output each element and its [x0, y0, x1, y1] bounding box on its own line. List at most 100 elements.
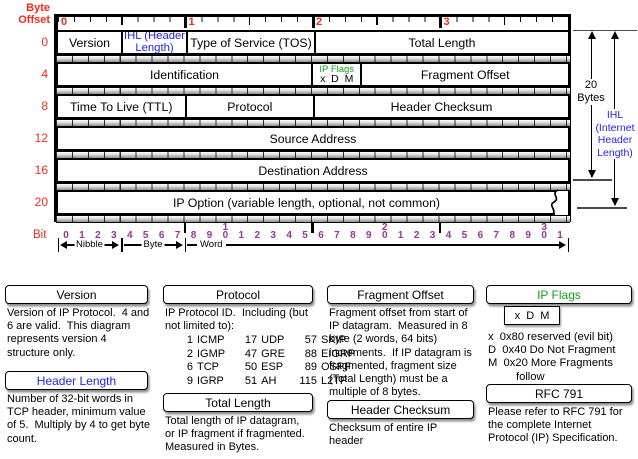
variable-length-squiggle: [550, 188, 559, 217]
offset-label-16: 16: [34, 163, 48, 177]
ip-flags-bits-box: x D M: [504, 306, 560, 325]
bit-number: 1: [238, 229, 245, 241]
bit-number: 7: [174, 229, 181, 241]
bottom-byte-tick: [311, 222, 314, 233]
top-ruler-line: [54, 14, 571, 17]
note-title-protocol: Protocol: [163, 285, 313, 304]
protocol-id-entry: 17 UDP: [244, 334, 285, 346]
bit-number: 2: [413, 229, 420, 241]
bit-number: 7: [493, 229, 500, 241]
bit-number: 1: [557, 229, 563, 241]
dimension-line: [187, 244, 561, 246]
bit-number: 3: [111, 229, 117, 241]
nibble-tick: [248, 17, 250, 25]
protocol-id-entry: 115 L2TP: [299, 374, 348, 387]
header-row-4: Identification IP Flags x D M Fragment O…: [56, 62, 570, 87]
field-tos: Type of Service (TOS): [186, 32, 314, 53]
protocol-id-entry: 89 OSPF: [304, 361, 351, 373]
bottom-byte-tick: [438, 222, 441, 233]
note-body-protocol-intro: IP Protocol ID. Including (but not limit…: [165, 307, 308, 333]
bit-number: 1: [397, 229, 404, 241]
byte-label: Byte: [141, 239, 165, 251]
field-fragment-offset: Fragment Offset: [360, 64, 568, 85]
header-row-0: Version IHL (Header Length) Type of Serv…: [56, 30, 570, 55]
bit-number: 2: [254, 229, 260, 241]
protocol-id-entry: 1 ICMP: [186, 334, 225, 346]
annotation-ihl-refline: [577, 207, 627, 209]
header-row-8: Time To Live (TTL) Protocol Header Check…: [56, 94, 570, 119]
arrowhead-down: [587, 170, 596, 178]
note-title-fragment-offset: Fragment Offset: [327, 285, 474, 304]
arrowhead-left: [60, 241, 67, 249]
protocol-id-entry: 88 EIGRP: [304, 347, 356, 360]
ip-flags-label: IP Flags: [319, 64, 355, 75]
bit-number: 4: [286, 229, 292, 241]
bottom-byte-tick: [183, 222, 186, 233]
bit-number: 3: [429, 229, 436, 241]
offset-label-12: 12: [34, 131, 48, 145]
field-destination-address: Destination Address: [258, 163, 368, 178]
field-total-length: Total Length: [314, 32, 568, 53]
field-protocol: Protocol: [184, 96, 314, 117]
arrowhead-right: [112, 241, 119, 249]
field-ihl: IHL (Header Length): [121, 32, 186, 53]
bit-number: 4: [126, 229, 133, 241]
byte-offset-corner-label: Byte Offset: [18, 2, 50, 26]
protocol-id-entry: 50 ESP: [244, 361, 284, 373]
dimension-boundary: [57, 238, 59, 252]
bit-row-label: Bit: [33, 229, 47, 241]
byte-ruler-number: 1: [188, 16, 195, 28]
bit-number: 5: [461, 229, 468, 241]
arrowhead-right: [175, 241, 183, 249]
byte-tick: [439, 17, 442, 28]
byte-ruler-number: 2: [316, 16, 323, 28]
bit-number: 3 0: [541, 222, 547, 241]
field-source-address: Source Address: [269, 131, 357, 146]
offset-label-20: 20: [34, 195, 48, 209]
protocol-id-entry: 57 SKIP: [304, 334, 347, 346]
note-body-rfc: Please refer to RFC 791 for the complete…: [488, 406, 623, 445]
bit-number: 7: [334, 229, 340, 241]
dimension-boundary: [184, 238, 186, 252]
note-title-total-length: Total Length: [163, 393, 313, 412]
bit-number: 9: [525, 229, 531, 241]
header-row-16: Destination Address: [56, 158, 570, 183]
bit-number: 6: [158, 229, 165, 241]
bit-number: 0: [63, 229, 69, 241]
bit-number: 1: [79, 229, 85, 241]
byte-dimension: Byte: [123, 238, 183, 252]
bit-number: 8: [509, 229, 515, 241]
offset-label-0: 0: [41, 35, 48, 49]
bit-number: 5: [142, 229, 149, 241]
bit-number: 9: [366, 229, 372, 241]
protocol-id-entry: 9 IGRP: [186, 374, 224, 387]
word-dimension: Word: [187, 238, 566, 252]
bit-number: 5: [302, 229, 308, 241]
byte-ruler-number: 3: [443, 16, 450, 28]
bit-number: 8: [350, 229, 356, 241]
nibble-tick: [121, 17, 123, 25]
field-identification: Identification: [149, 67, 220, 82]
note-body-header-length: Number of 32-bit words in TCP header, mi…: [7, 393, 151, 445]
ip-flags-bits: x D M: [320, 73, 354, 85]
bit-number: 6: [318, 229, 324, 241]
note-body-total-length: Total length of IP datagram, or IP fragm…: [165, 415, 305, 454]
note-body-ip-flags: x 0x80 reserved (evil bit) D 0x40 Do Not…: [488, 331, 616, 383]
note-title-header-checksum: Header Checksum: [327, 400, 474, 419]
header-row-12: Source Address: [56, 126, 570, 151]
note-body-header-checksum: Checksum of entire IP header: [329, 422, 438, 448]
field-ttl: Time To Live (TTL): [70, 99, 173, 114]
bytes20-label: 20 Bytes: [575, 79, 607, 105]
field-header-checksum: Header Checksum: [313, 96, 568, 117]
bit-number: 9: [206, 229, 213, 241]
field-ip-flags: IP Flags x D M: [311, 64, 360, 85]
bit-number: 8: [190, 229, 197, 241]
note-body-fragment-offset: Fragment offset from start of IP datagra…: [329, 307, 472, 399]
offset-label-8: 8: [41, 99, 48, 113]
protocol-id-entry: 2 IGMP: [186, 347, 226, 360]
bit-number: 4: [445, 229, 452, 241]
note-title-version: Version: [5, 285, 148, 304]
annotation-20bytes-refline: [573, 179, 612, 181]
dimension-boundary: [121, 238, 123, 252]
dimension-boundary: [567, 238, 569, 252]
